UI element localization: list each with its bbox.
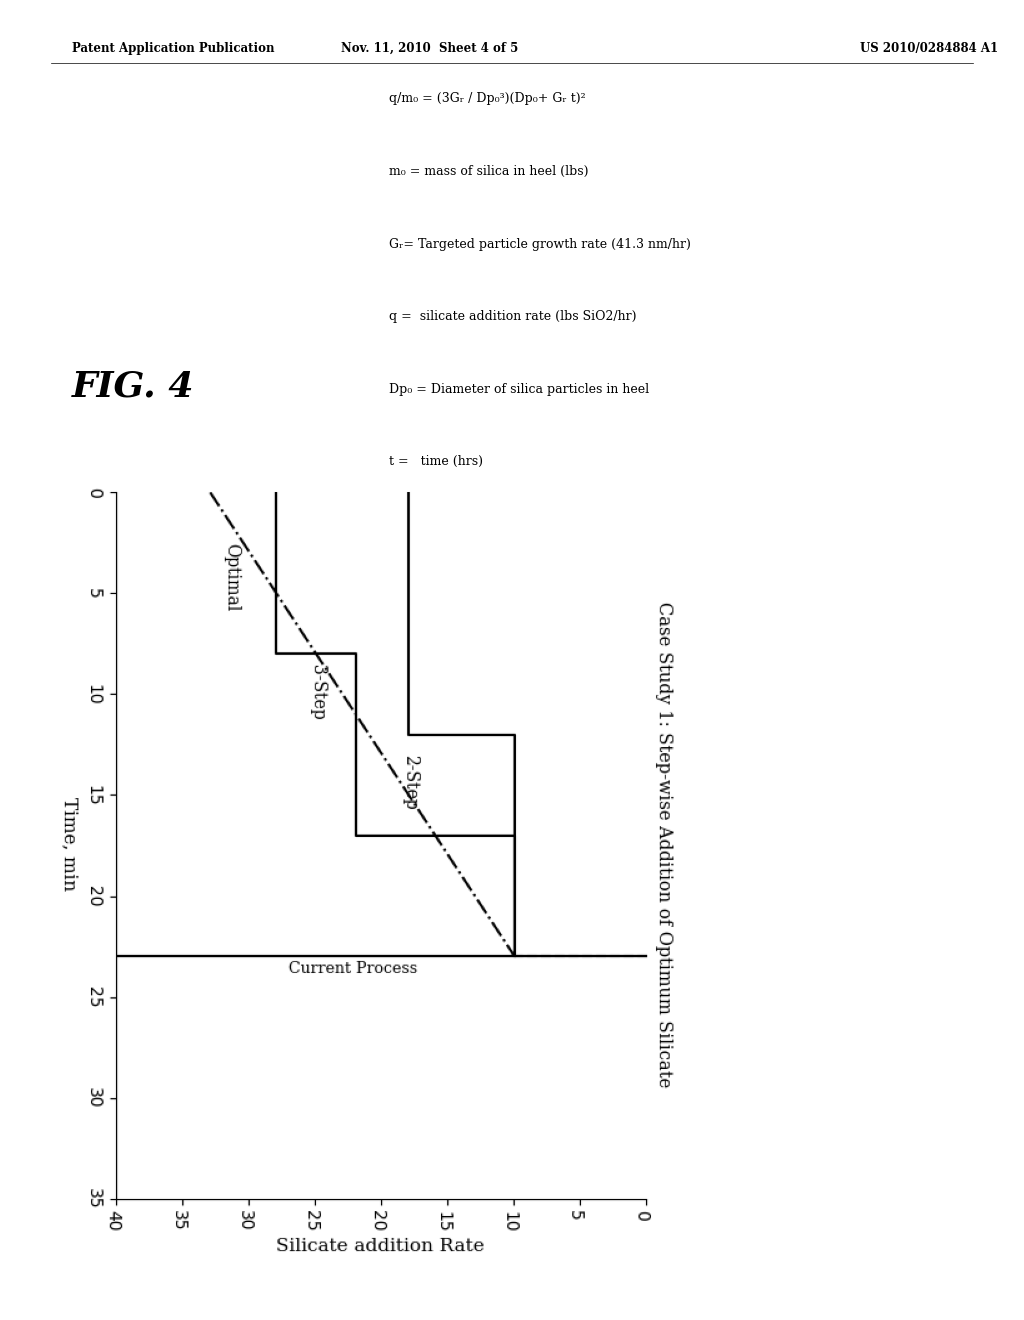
Text: Nov. 11, 2010  Sheet 4 of 5: Nov. 11, 2010 Sheet 4 of 5 <box>341 42 519 55</box>
Text: t =   time (hrs): t = time (hrs) <box>389 455 483 469</box>
Text: q/m₀ = (3Gᵣ / Dp₀³)(Dp₀+ Gᵣ t)²: q/m₀ = (3Gᵣ / Dp₀³)(Dp₀+ Gᵣ t)² <box>389 92 586 106</box>
Text: Gᵣ= Targeted particle growth rate (41.3 nm/hr): Gᵣ= Targeted particle growth rate (41.3 … <box>389 238 691 251</box>
Text: FIG. 4: FIG. 4 <box>72 370 195 404</box>
Text: m₀ = mass of silica in heel (lbs): m₀ = mass of silica in heel (lbs) <box>389 165 589 178</box>
Text: Dp₀ = Diameter of silica particles in heel: Dp₀ = Diameter of silica particles in he… <box>389 383 649 396</box>
Text: q =  silicate addition rate (lbs SiO2/hr): q = silicate addition rate (lbs SiO2/hr) <box>389 310 637 323</box>
Text: US 2010/0284884 A1: US 2010/0284884 A1 <box>860 42 998 55</box>
Text: Patent Application Publication: Patent Application Publication <box>72 42 274 55</box>
